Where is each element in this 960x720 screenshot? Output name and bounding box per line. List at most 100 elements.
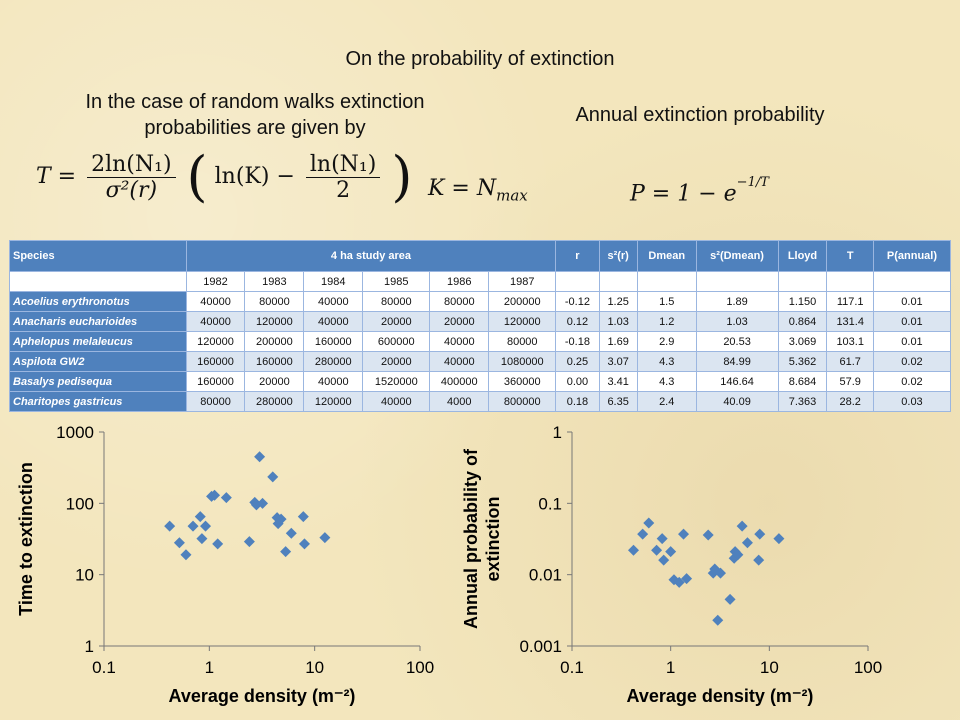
count-cell: 20000 (244, 371, 305, 392)
count-cell: 4000 (429, 391, 490, 412)
table-header-row: Species 4 ha study area r s²(r) Dmean s²… (9, 240, 952, 272)
data-point (753, 554, 765, 566)
s2r-cell: 1.03 (598, 311, 638, 332)
data-point (724, 593, 736, 605)
lloyd-cell: 8.684 (777, 371, 828, 392)
data-point (643, 517, 655, 529)
s2r-cell: 1.25 (598, 291, 638, 312)
count-cell: 120000 (303, 391, 364, 412)
x-tick-label: 0.1 (92, 658, 116, 677)
r-cell: -0.18 (555, 331, 600, 352)
species-data-table: Species 4 ha study area r s²(r) Dmean s²… (9, 240, 952, 412)
count-cell: 120000 (244, 311, 305, 332)
dmean-cell: 4.3 (636, 371, 697, 392)
y-axis-label-line: Time to extinction (16, 462, 36, 616)
data-point (319, 532, 331, 544)
count-cell: 160000 (244, 351, 305, 372)
years-row: 1982 1983 1984 1985 1986 1987 (9, 271, 952, 292)
y-tick-label: 1 (85, 637, 94, 656)
count-cell: 40000 (303, 291, 364, 312)
species-name-cell: Aphelopus melaleucus (9, 331, 187, 352)
r-cell: -0.12 (555, 291, 600, 312)
x-tick-label: 10 (760, 658, 779, 677)
p-annual-cell: 0.03 (872, 391, 952, 412)
count-cell: 80000 (185, 391, 246, 412)
r-cell: 0.00 (555, 371, 600, 392)
data-point (754, 528, 766, 540)
s2dmean-cell: 84.99 (695, 351, 779, 372)
chart-time-to-extinction: 0.1 1 10 100 1 10 100 1000 Average density (m⁻²)… (16, 423, 434, 706)
lloyd-cell: 1.150 (777, 291, 828, 312)
data-point (712, 614, 724, 626)
dmean-cell: 2.4 (636, 391, 697, 412)
data-point (651, 544, 663, 556)
data-point (196, 533, 208, 545)
data-point (709, 563, 721, 575)
species-name-cell: Anacharis eucharioides (9, 311, 187, 332)
count-cell: 40000 (429, 351, 490, 372)
y-tick-label: 0.01 (529, 566, 562, 585)
eq-T-fraction: 2ln(N₁) σ²(r) (87, 152, 176, 203)
data-point (673, 576, 685, 588)
count-cell: 120000 (488, 311, 557, 332)
y-tick-label: 0.001 (519, 637, 562, 656)
count-cell: 20000 (429, 311, 490, 332)
count-cell: 40000 (303, 371, 364, 392)
count-cell: 80000 (244, 291, 305, 312)
eq-T-fraction2: ln(N₁) 2 (305, 152, 381, 203)
lloyd-cell: 5.362 (777, 351, 828, 372)
count-cell: 160000 (303, 331, 364, 352)
year-cell: 1983 (244, 271, 305, 292)
t-cell: 61.7 (826, 351, 874, 372)
data-point (732, 549, 744, 561)
count-cell: 280000 (244, 391, 305, 412)
count-cell: 40000 (362, 391, 431, 412)
data-point (627, 544, 639, 556)
equation-carrying-capacity: K = Nmax (428, 176, 528, 204)
table-row: Aspilota GW2 160000 160000 280000 20000 40000… (9, 351, 952, 372)
lloyd-cell: 7.363 (777, 391, 828, 412)
y-axis-label-line: extinction (483, 496, 503, 581)
p-annual-cell: 0.02 (872, 351, 952, 372)
s2r-cell: 1.69 (598, 331, 638, 352)
dmean-cell: 2.9 (636, 331, 697, 352)
count-cell: 400000 (429, 371, 490, 392)
table-row: Charitopes gastricus 80000 280000 120000 400… (9, 391, 952, 412)
data-point (275, 513, 287, 525)
data-point (243, 536, 255, 548)
count-cell: 200000 (488, 291, 557, 312)
x-axis-label: Average density (m⁻²) (627, 686, 814, 706)
p-annual-cell: 0.01 (872, 291, 952, 312)
data-point (298, 538, 310, 550)
data-point (297, 511, 309, 523)
count-cell: 40000 (303, 311, 364, 332)
count-cell: 40000 (429, 331, 490, 352)
s2r-cell: 3.07 (598, 351, 638, 372)
count-cell: 20000 (362, 311, 431, 332)
eq-P-text: P = 1 − e (630, 181, 737, 207)
y-tick-label: 10 (75, 566, 94, 585)
count-cell: 80000 (362, 291, 431, 312)
equation-time-to-extinction: T = 2ln(N₁) σ²(r) ( ln(K) − ln(N₁) 2 ) (36, 145, 413, 208)
count-cell: 1080000 (488, 351, 557, 372)
s2dmean-cell: 146.64 (695, 371, 779, 392)
t-cell: 57.9 (826, 371, 874, 392)
eq-T-numerator2: ln(N₁) (305, 152, 381, 178)
data-point (257, 497, 269, 509)
data-point (665, 546, 677, 558)
header-s2r: s²(r) (598, 240, 638, 272)
s2dmean-cell: 1.89 (695, 291, 779, 312)
data-point (656, 533, 668, 545)
count-cell: 40000 (185, 291, 246, 312)
t-cell: 28.2 (826, 391, 874, 412)
data-point (209, 489, 221, 501)
count-cell: 40000 (185, 311, 246, 332)
data-point (187, 520, 199, 532)
y-tick-label: 1 (553, 423, 562, 442)
eq-T-numerator: 2ln(N₁) (87, 152, 176, 178)
data-point (180, 549, 192, 561)
count-cell: 800000 (488, 391, 557, 412)
t-cell: 103.1 (826, 331, 874, 352)
data-point (681, 573, 693, 585)
r-cell: 0.25 (555, 351, 600, 372)
